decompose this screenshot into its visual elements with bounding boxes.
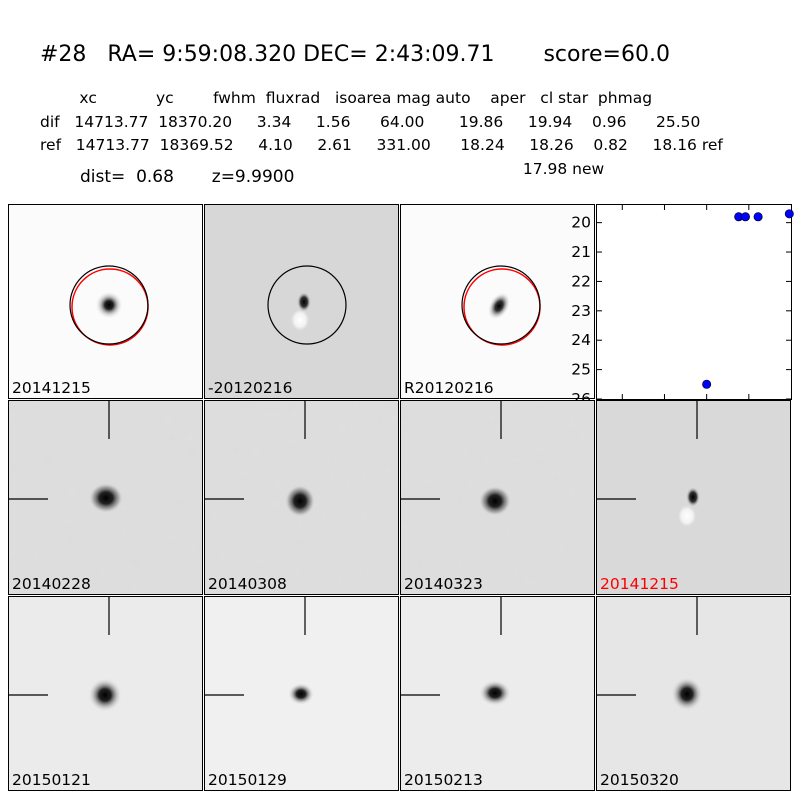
source-blob bbox=[95, 291, 123, 319]
source-blob bbox=[88, 678, 122, 712]
stamp-image bbox=[9, 401, 202, 594]
stamp-label: 20150320 bbox=[600, 771, 679, 789]
source-blob bbox=[479, 486, 511, 516]
aperture-circle-black bbox=[461, 265, 541, 345]
stamp-image bbox=[401, 401, 594, 594]
stamp-label: 20140308 bbox=[208, 575, 287, 593]
dif-row: dif 14713.77 18370.20 3.34 1.56 64.00 19… bbox=[40, 113, 701, 131]
negative-residual bbox=[290, 308, 310, 332]
stamp-image bbox=[461, 265, 541, 346]
aperture-circle-black bbox=[267, 265, 347, 345]
stamp-label: 20141215 bbox=[12, 379, 91, 397]
y-tick-label: 20 bbox=[571, 214, 591, 232]
stamp-epoch: 20140323 bbox=[400, 400, 595, 595]
stamp-diff-highlight: 20141215 bbox=[596, 400, 791, 595]
stamp-image bbox=[401, 597, 511, 706]
data-point bbox=[740, 212, 750, 222]
stamp-diff: -20120216 bbox=[204, 204, 399, 399]
dist-z-row: dist= 0.68 z=9.9900 bbox=[80, 167, 295, 187]
stamp-label: 20140323 bbox=[404, 575, 483, 593]
stamp-label: R20120216 bbox=[404, 379, 494, 397]
stamp-image bbox=[205, 597, 314, 705]
data-point bbox=[753, 212, 763, 222]
source-blob bbox=[671, 677, 703, 711]
y-tick-label: 24 bbox=[571, 331, 591, 349]
stamp-image bbox=[69, 265, 149, 346]
stamp-epoch: 20140228 bbox=[8, 400, 203, 595]
new-row: 17.98 new bbox=[40, 160, 605, 178]
stamp-epoch: 20150121 bbox=[8, 596, 203, 791]
data-point bbox=[784, 209, 794, 219]
source-blob bbox=[288, 683, 314, 705]
stamp-image bbox=[597, 401, 700, 528]
stamp-epoch: 20150320 bbox=[596, 596, 791, 791]
source-blob bbox=[89, 483, 123, 513]
stamp-label: 20150121 bbox=[12, 771, 91, 789]
data-point bbox=[702, 379, 712, 389]
stamp-label: -20120216 bbox=[208, 379, 293, 397]
stamp-label: 20141215 bbox=[600, 575, 679, 593]
stamp-label: 20150129 bbox=[208, 771, 287, 789]
column-headers: xc yc fwhm fluxrad isoarea mag auto aper… bbox=[40, 89, 653, 107]
stamp-image bbox=[205, 401, 398, 594]
source-blob bbox=[285, 485, 315, 517]
stamp-epoch: 20150129 bbox=[204, 596, 399, 791]
source-blob bbox=[487, 292, 511, 320]
negative-residual bbox=[677, 504, 697, 528]
positive-residual bbox=[297, 292, 311, 312]
stamp-image bbox=[9, 597, 122, 712]
stamp-image bbox=[267, 265, 347, 345]
stamp-ref: R20120216 bbox=[400, 204, 595, 399]
aperture-circle-black bbox=[69, 265, 149, 345]
stamp-image bbox=[597, 597, 703, 711]
candidate-title: #28 RA= 9:59:08.320 DEC= 2:43:09.71 scor… bbox=[40, 42, 670, 67]
y-tick-label: 22 bbox=[571, 272, 591, 290]
stamp-new: 20141215 bbox=[8, 204, 203, 399]
stamp-epoch: 20140308 bbox=[204, 400, 399, 595]
y-tick-label: 23 bbox=[571, 302, 591, 320]
source-blob bbox=[479, 680, 511, 706]
ref-row: ref 14713.77 18369.52 4.10 2.61 331.00 1… bbox=[40, 136, 723, 154]
positive-residual bbox=[686, 487, 700, 507]
y-tick-label: 21 bbox=[571, 243, 591, 261]
stamp-label: 20140228 bbox=[12, 575, 91, 593]
stamp-label: 20150213 bbox=[404, 771, 483, 789]
stamp-epoch: 20150213 bbox=[400, 596, 595, 791]
y-tick-label: 25 bbox=[571, 361, 591, 379]
